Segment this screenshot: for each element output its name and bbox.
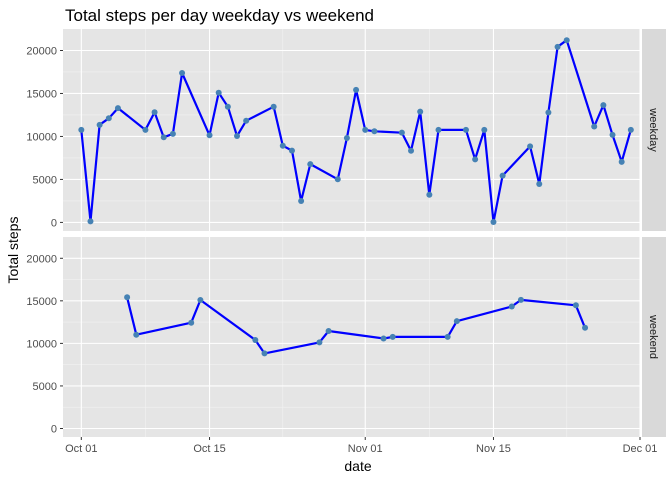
data-point [197, 296, 204, 303]
data-point [490, 219, 497, 226]
data-point [499, 172, 506, 179]
y-tick-label: 10000 [26, 131, 57, 143]
y-tick-label: 5000 [33, 381, 57, 393]
data-point [87, 218, 94, 225]
data-point [572, 302, 579, 309]
data-point [334, 176, 341, 183]
data-point [389, 333, 396, 340]
y-tick-label: 20000 [26, 253, 57, 265]
data-point [151, 109, 158, 116]
data-point [261, 350, 268, 357]
data-point [179, 69, 186, 76]
data-point [215, 89, 222, 96]
y-tick-label: 20000 [26, 45, 57, 57]
y-tick-label: 0 [51, 217, 57, 229]
series-line-weekend [126, 297, 587, 355]
data-point [279, 142, 286, 149]
data-point [435, 126, 442, 133]
data-point [325, 327, 332, 334]
data-point [105, 115, 112, 122]
data-point [288, 147, 295, 154]
data-point [426, 191, 433, 198]
data-point [600, 102, 607, 109]
data-point [353, 86, 360, 93]
data-point [472, 156, 479, 163]
x-tick-label: Nov 01 [348, 443, 383, 455]
data-point [307, 161, 314, 168]
x-tick-label: Oct 15 [193, 443, 225, 455]
data-point [536, 180, 543, 187]
data-point [609, 131, 616, 138]
data-point [96, 121, 103, 128]
data-point [545, 109, 552, 116]
data-point [298, 197, 305, 204]
data-point [252, 337, 259, 344]
data-point [169, 130, 176, 137]
data-point [371, 128, 378, 135]
facet-strip [642, 237, 666, 437]
data-point [563, 37, 570, 44]
data-point [316, 339, 323, 346]
data-point [627, 126, 634, 133]
panel-weekend: 0 5000 10000 15000 20000 weekend [26, 237, 666, 437]
data-point [444, 333, 451, 340]
data-point [160, 134, 167, 141]
data-point [462, 126, 469, 133]
facet-label-weekend: weekend [647, 314, 659, 359]
data-point [142, 126, 149, 133]
chart-title: Total steps per day weekday vs weekend [65, 6, 374, 25]
data-point [133, 331, 140, 338]
data-point [124, 294, 131, 301]
data-point [591, 123, 598, 130]
y-tick-label: 15000 [26, 296, 57, 308]
y-axis-title: Total steps [5, 217, 21, 284]
y-tick-label: 10000 [26, 338, 57, 350]
panel-weekday: 0 5000 10000 15000 20000 weekday [26, 29, 666, 231]
data-point [380, 335, 387, 342]
panel-background [63, 237, 640, 437]
data-point [618, 158, 625, 165]
data-point [243, 117, 250, 124]
y-tick-label: 5000 [33, 174, 57, 186]
data-point [114, 105, 121, 112]
data-point [481, 126, 488, 133]
x-tick-label: Nov 15 [476, 443, 511, 455]
data-point [270, 103, 277, 110]
x-tick-label: Dec 01 [623, 443, 658, 455]
y-tick-label: 0 [51, 423, 57, 435]
data-point [554, 43, 561, 50]
data-point [206, 132, 213, 139]
facet-label-weekday: weekday [647, 107, 659, 152]
data-point [234, 132, 241, 139]
data-point [582, 324, 589, 331]
x-axis-title: date [344, 458, 371, 474]
data-point [224, 103, 231, 110]
data-point [517, 296, 524, 303]
x-tick-label: Oct 01 [65, 443, 97, 455]
data-point [408, 147, 415, 154]
data-point [508, 303, 515, 310]
data-point [453, 318, 460, 325]
panel-background [63, 29, 640, 231]
data-point [398, 129, 405, 136]
facet-strip [642, 29, 666, 231]
data-point [188, 319, 195, 326]
data-point [362, 126, 369, 133]
y-tick-label: 15000 [26, 88, 57, 100]
data-point [343, 135, 350, 142]
data-point [78, 126, 85, 133]
data-point [527, 143, 534, 150]
data-point [417, 108, 424, 115]
